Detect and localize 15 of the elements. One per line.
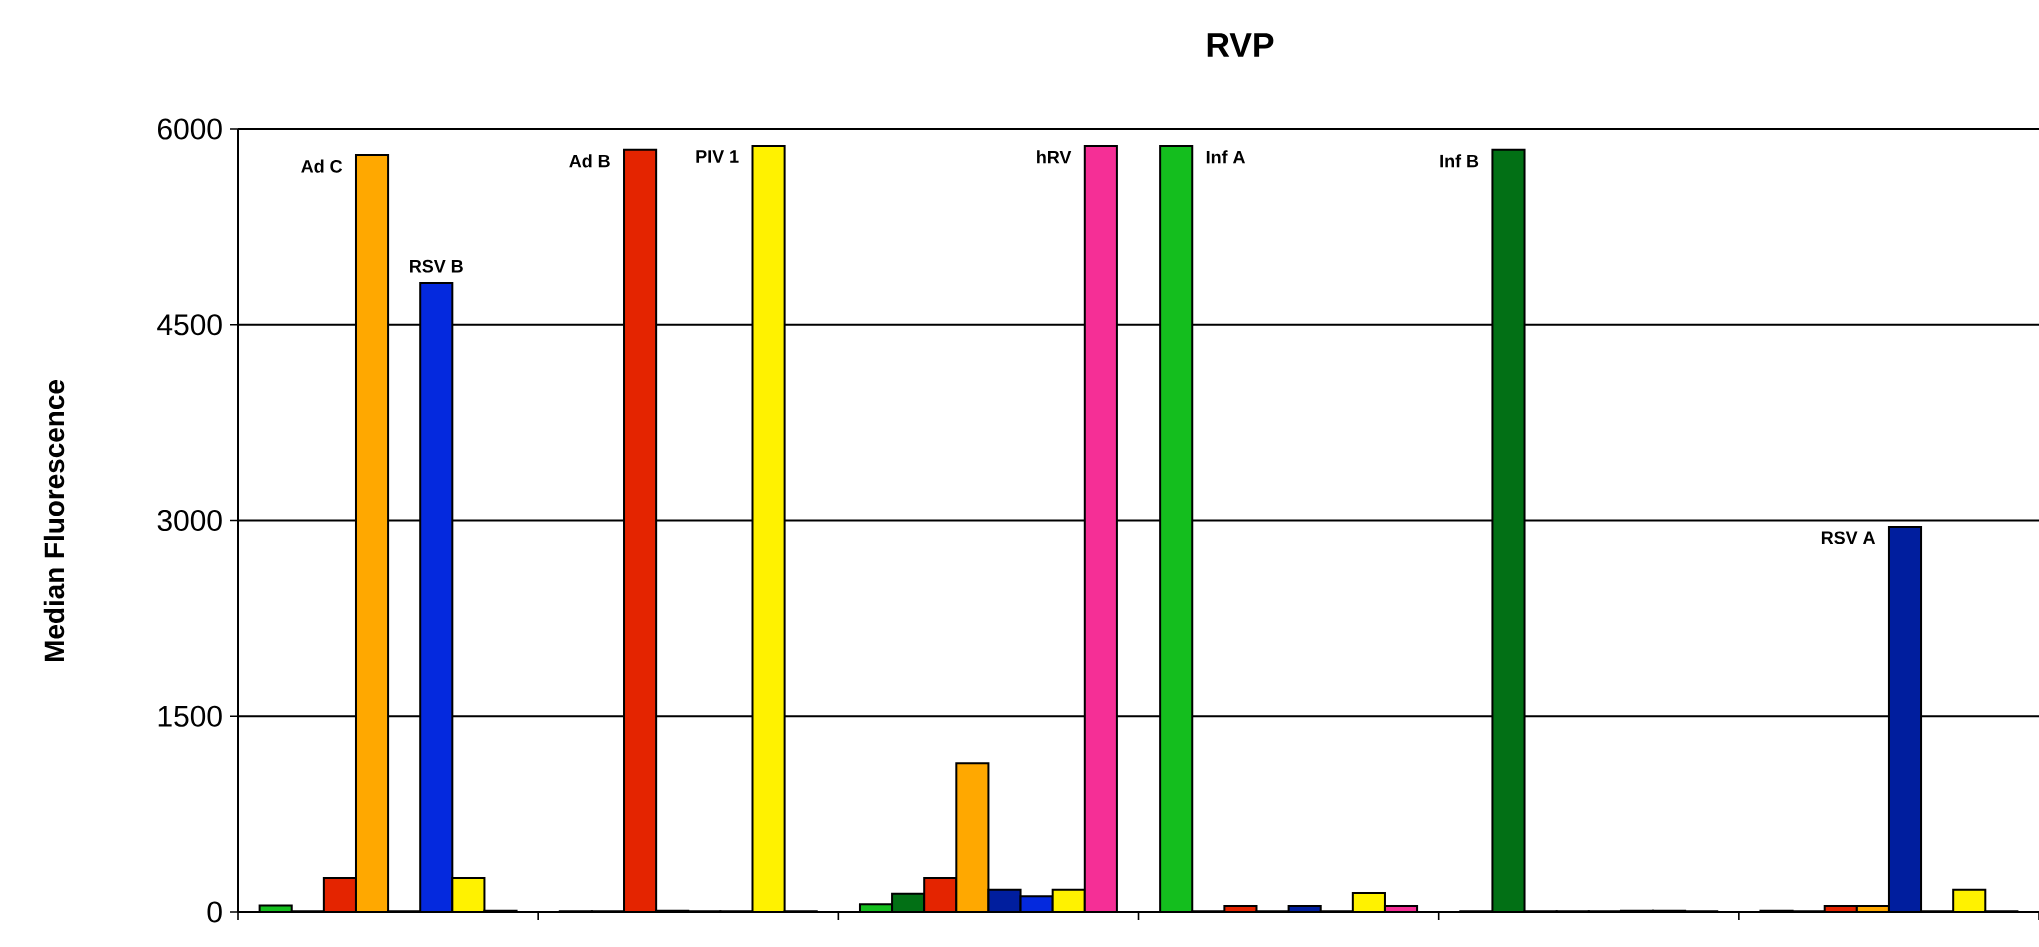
series-label: Inf A [1206,150,1246,164]
y-tick-label: 0 [207,901,222,923]
series-label: Ad C [301,159,343,173]
series-label: hRV [1037,150,1072,164]
series-label: Ad B [569,154,610,168]
y-tick-label: 3000 [157,509,222,532]
y-tick-label: 6000 [158,118,222,140]
series-label: Inf B [1440,154,1479,168]
series-label: RSV A [1821,531,1876,545]
series-label: RSV B [410,259,463,273]
y-tick-label: 4500 [157,314,222,336]
y-tick-label: 1500 [158,705,222,727]
series-label: PIV 1 [696,150,739,163]
y-axis-title: Median Fluorescence [43,380,65,661]
chart-title: RVP [1207,33,1274,57]
